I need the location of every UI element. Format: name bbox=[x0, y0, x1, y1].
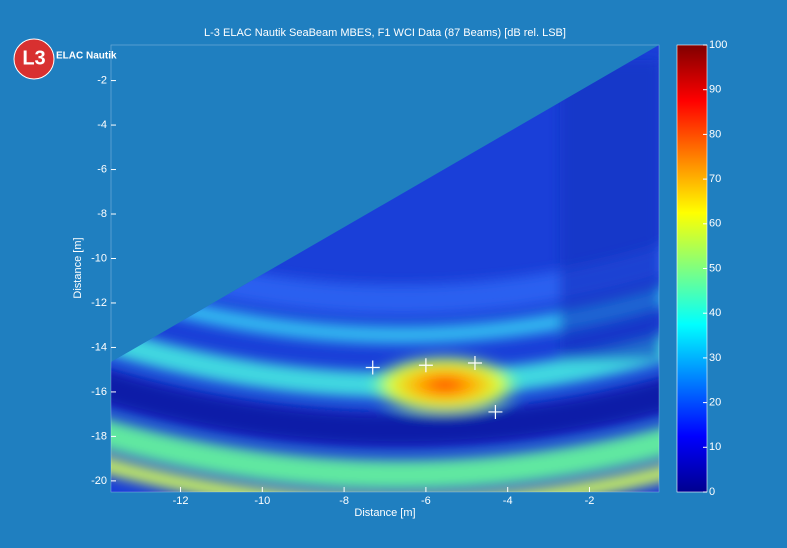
logo-mark: L3 bbox=[22, 47, 45, 69]
logo-badge bbox=[13, 38, 55, 80]
plot-frame bbox=[110, 44, 660, 493]
y-tick-label: -14 bbox=[91, 341, 107, 353]
colorbar bbox=[676, 44, 708, 493]
y-tick-label: -16 bbox=[91, 386, 107, 398]
colorbar-tick-label: 0 bbox=[709, 486, 715, 498]
colorbar-tick-label: 50 bbox=[709, 262, 721, 274]
y-tick-label: -10 bbox=[91, 252, 107, 264]
x-tick-label: -4 bbox=[503, 495, 513, 507]
colorbar-tick-label: 10 bbox=[709, 441, 721, 453]
chart-title: L-3 ELAC Nautik SeaBeam MBES, F1 WCI Dat… bbox=[204, 27, 566, 39]
x-tick-label: -6 bbox=[421, 495, 431, 507]
colorbar-tick-label: 20 bbox=[709, 397, 721, 409]
x-axis-label: Distance [m] bbox=[354, 507, 415, 519]
colorbar-tick-label: 100 bbox=[709, 39, 727, 51]
y-axis-label: Distance [m] bbox=[72, 237, 84, 298]
x-tick-label: -8 bbox=[339, 495, 349, 507]
logo-text: ELAC Nautik bbox=[56, 51, 117, 62]
y-tick-label: -20 bbox=[91, 475, 107, 487]
marker bbox=[418, 358, 433, 373]
y-tick-label: -2 bbox=[97, 74, 107, 86]
y-tick-label: -18 bbox=[91, 430, 107, 442]
colorbar-tick-label: 80 bbox=[709, 128, 721, 140]
marker bbox=[467, 356, 482, 371]
colorbar-tick-label: 40 bbox=[709, 307, 721, 319]
marker bbox=[365, 360, 380, 375]
x-tick-label: -12 bbox=[173, 495, 189, 507]
y-tick-label: -6 bbox=[97, 163, 107, 175]
y-tick-label: -4 bbox=[97, 119, 107, 131]
colorbar-tick-label: 90 bbox=[709, 84, 721, 96]
marker bbox=[488, 404, 503, 419]
y-tick-label: -12 bbox=[91, 297, 107, 309]
x-tick-label: -2 bbox=[585, 495, 595, 507]
colorbar-tick-label: 60 bbox=[709, 218, 721, 230]
x-tick-label: -10 bbox=[254, 495, 270, 507]
y-tick-label: -8 bbox=[97, 208, 107, 220]
colorbar-tick-label: 70 bbox=[709, 173, 721, 185]
colorbar-tick-label: 30 bbox=[709, 352, 721, 364]
